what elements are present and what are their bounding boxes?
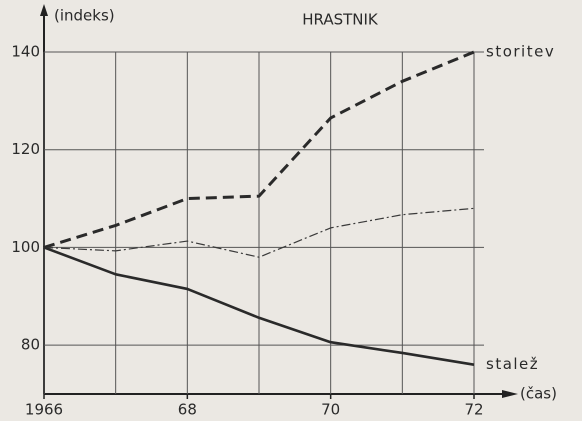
series-line <box>43 246 475 366</box>
x-arrow <box>502 390 518 398</box>
y-tick-label: 140 <box>11 43 40 61</box>
y-axis-label: (indeks) <box>54 7 115 25</box>
y-tick-label: 100 <box>11 238 40 256</box>
series-label: stalež <box>486 355 539 373</box>
series-line <box>43 50 475 249</box>
chart-title: HRASTNIK <box>302 11 379 29</box>
x-tick-label: 70 <box>321 401 340 419</box>
y-tick-label: 80 <box>21 336 40 354</box>
x-tick-label: 68 <box>178 401 197 419</box>
x-tick-label: 72 <box>464 401 483 419</box>
series-label: storitev <box>486 43 555 61</box>
y-arrow <box>40 4 48 16</box>
series-line <box>43 207 475 258</box>
y-tick-label: 120 <box>11 140 40 158</box>
x-tick-label: 1966 <box>25 401 63 419</box>
x-axis-label: (čas) <box>520 385 557 403</box>
